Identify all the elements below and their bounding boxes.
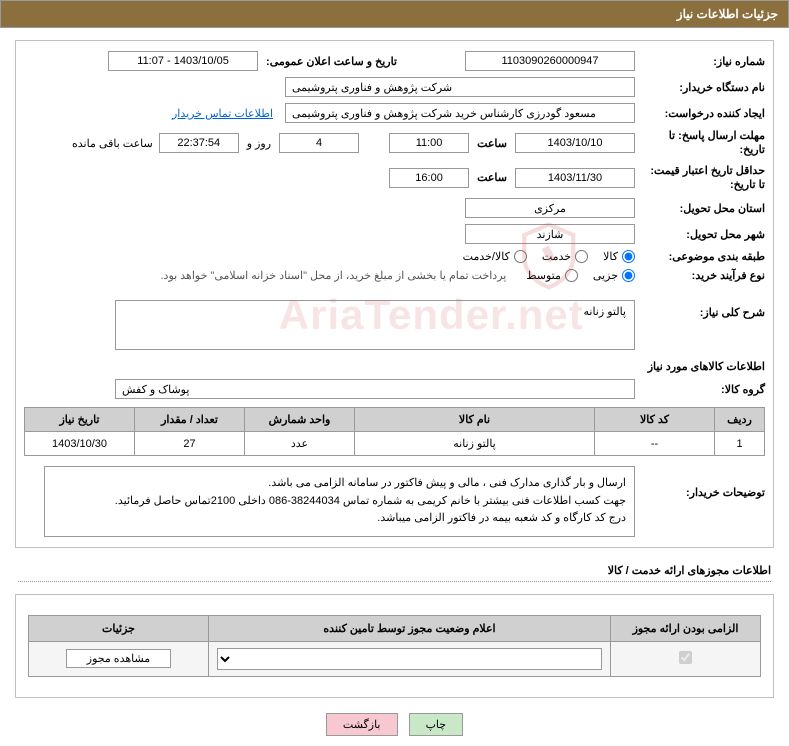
validity-time-value: 16:00 [389,168,469,188]
buyer-contact-link[interactable]: اطلاعات تماس خریدار [172,107,273,120]
city-label: شهر محل تحویل: [635,228,765,241]
time-label-2: ساعت [469,171,515,184]
remain-suffix: ساعت باقی مانده [72,137,159,150]
page-title: جزئیات اطلاعات نیاز [677,7,778,21]
province-value: مرکزی [465,198,635,218]
td-row: 1 [715,432,765,456]
permits-header-row: الزامی بودن ارائه مجوز اعلام وضعیت مجوز … [29,615,761,641]
category-label: طبقه بندی موضوعی: [635,250,765,263]
th-status: اعلام وضعیت مجوز توسط تامین کننده [209,615,611,641]
radio-medium-input[interactable] [565,269,578,282]
td-qty: 27 [135,432,245,456]
td-required [611,641,761,676]
row-requester: ایجاد کننده درخواست: مسعود گودرزی کارشنا… [24,103,765,123]
permits-table: الزامی بودن ارائه مجوز اعلام وضعیت مجوز … [28,615,761,677]
deadline-label: مهلت ارسال پاسخ: تا تاریخ: [635,129,765,158]
row-buyer-org: نام دستگاه خریدار: شرکت پژوهش و فناوری پ… [24,77,765,97]
announce-date-value: 1403/10/05 - 11:07 [108,51,258,71]
row-general-desc: شرح کلی نیاز: پالتو زنانه [24,300,765,350]
row-need-number: شماره نیاز: 1103090260000947 تاریخ و ساع… [24,51,765,71]
buyer-desc-box: ارسال و بار گذاری مدارک فنی ، مالی و پیش… [44,466,635,537]
td-code: -- [595,432,715,456]
goods-group-label: گروه کالا: [635,383,765,396]
radio-service-input[interactable] [575,250,588,263]
page-header: جزئیات اطلاعات نیاز [0,0,789,28]
th-unit: واحد شمارش [245,408,355,432]
row-deadline: مهلت ارسال پاسخ: تا تاریخ: 1403/10/10 سا… [24,129,765,158]
row-goods-group: گروه کالا: پوشاک و کفش [24,379,765,399]
td-date: 1403/10/30 [25,432,135,456]
th-code: کد کالا [595,408,715,432]
status-select[interactable] [217,648,602,670]
row-buyer-desc: توضیحات خریدار: ارسال و بار گذاری مدارک … [24,466,765,537]
radio-both-input[interactable] [514,250,527,263]
buyer-desc-label: توضیحات خریدار: [635,466,765,537]
category-radio-group: کالا خدمت کالا/خدمت [463,250,635,263]
row-validity: حداقل تاریخ اعتبار قیمت: تا تاریخ: 1403/… [24,164,765,193]
print-button[interactable]: چاپ [409,713,464,736]
radio-medium[interactable]: متوسط [526,269,578,282]
back-button[interactable]: بازگشت [326,713,398,736]
province-label: استان محل تحویل: [635,202,765,215]
deadline-time-value: 11:00 [389,133,469,153]
requester-value: مسعود گودرزی کارشناس خرید شرکت پژوهش و ف… [285,103,635,123]
general-desc-label: شرح کلی نیاز: [635,300,765,319]
footer-buttons: چاپ بازگشت [0,713,789,736]
purchase-type-radio-group: جزیی متوسط [526,269,635,282]
goods-info-title: اطلاعات کالاهای مورد نیاز [24,360,765,373]
th-name: نام کالا [355,408,595,432]
time-remain-value: 22:37:54 [159,133,239,153]
buyer-desc-line: درج کد کارگاه و کد شعبه بیمه در فاکتور ا… [53,510,626,528]
buyer-org-value: شرکت پژوهش و فناوری پتروشیمی [285,77,635,97]
row-city: شهر محل تحویل: شازند [24,224,765,244]
view-permit-button[interactable]: مشاهده مجوز [66,649,171,668]
table-row: 1 -- پالتو زنانه عدد 27 1403/10/30 [25,432,765,456]
goods-table: ردیف کد کالا نام کالا واحد شمارش تعداد /… [24,407,765,456]
table-header-row: ردیف کد کالا نام کالا واحد شمارش تعداد /… [25,408,765,432]
validity-label: حداقل تاریخ اعتبار قیمت: تا تاریخ: [635,164,765,193]
need-number-label: شماره نیاز: [635,55,765,68]
th-row: ردیف [715,408,765,432]
buyer-desc-line: جهت کسب اطلاعات فنی بیشتر با خانم کریمی … [53,493,626,511]
purchase-note: پرداخت تمام یا بخشی از مبلغ خرید، از محل… [161,269,507,282]
city-value: شازند [465,224,635,244]
radio-partial-input[interactable] [622,269,635,282]
radio-goods-input[interactable] [622,250,635,263]
row-purchase-type: نوع فرآیند خرید: جزیی متوسط پرداخت تمام … [24,269,765,282]
td-unit: عدد [245,432,355,456]
validity-date-value: 1403/11/30 [515,168,635,188]
time-label-1: ساعت [469,137,515,150]
goods-group-value: پوشاک و کفش [115,379,635,399]
td-details: مشاهده مجوز [29,641,209,676]
th-date: تاریخ نیاز [25,408,135,432]
requester-label: ایجاد کننده درخواست: [635,107,765,120]
main-panel: AriaTender.net شماره نیاز: 1103090260000… [15,40,774,548]
radio-both[interactable]: کالا/خدمت [463,250,527,263]
general-desc-value: پالتو زنانه [115,300,635,350]
radio-partial[interactable]: جزیی [593,269,635,282]
td-name: پالتو زنانه [355,432,595,456]
announce-date-label: تاریخ و ساعت اعلان عمومی: [258,55,405,68]
th-details: جزئیات [29,615,209,641]
deadline-date-value: 1403/10/10 [515,133,635,153]
row-province: استان محل تحویل: مرکزی [24,198,765,218]
radio-goods[interactable]: کالا [603,250,635,263]
td-status [209,641,611,676]
days-remain-value: 4 [279,133,359,153]
buyer-desc-line: ارسال و بار گذاری مدارک فنی ، مالی و پیش… [53,475,626,493]
purchase-type-label: نوع فرآیند خرید: [635,269,765,282]
permits-row: مشاهده مجوز [29,641,761,676]
permits-section-title: اطلاعات مجوزهای ارائه خدمت / کالا [18,560,771,582]
row-category: طبقه بندی موضوعی: کالا خدمت کالا/خدمت [24,250,765,263]
permits-panel: الزامی بودن ارائه مجوز اعلام وضعیت مجوز … [15,594,774,698]
required-checkbox [679,651,692,664]
radio-service[interactable]: خدمت [542,250,588,263]
days-and-label: روز و [239,137,279,150]
th-qty: تعداد / مقدار [135,408,245,432]
need-number-value: 1103090260000947 [465,51,635,71]
th-required: الزامی بودن ارائه مجوز [611,615,761,641]
buyer-org-label: نام دستگاه خریدار: [635,81,765,94]
